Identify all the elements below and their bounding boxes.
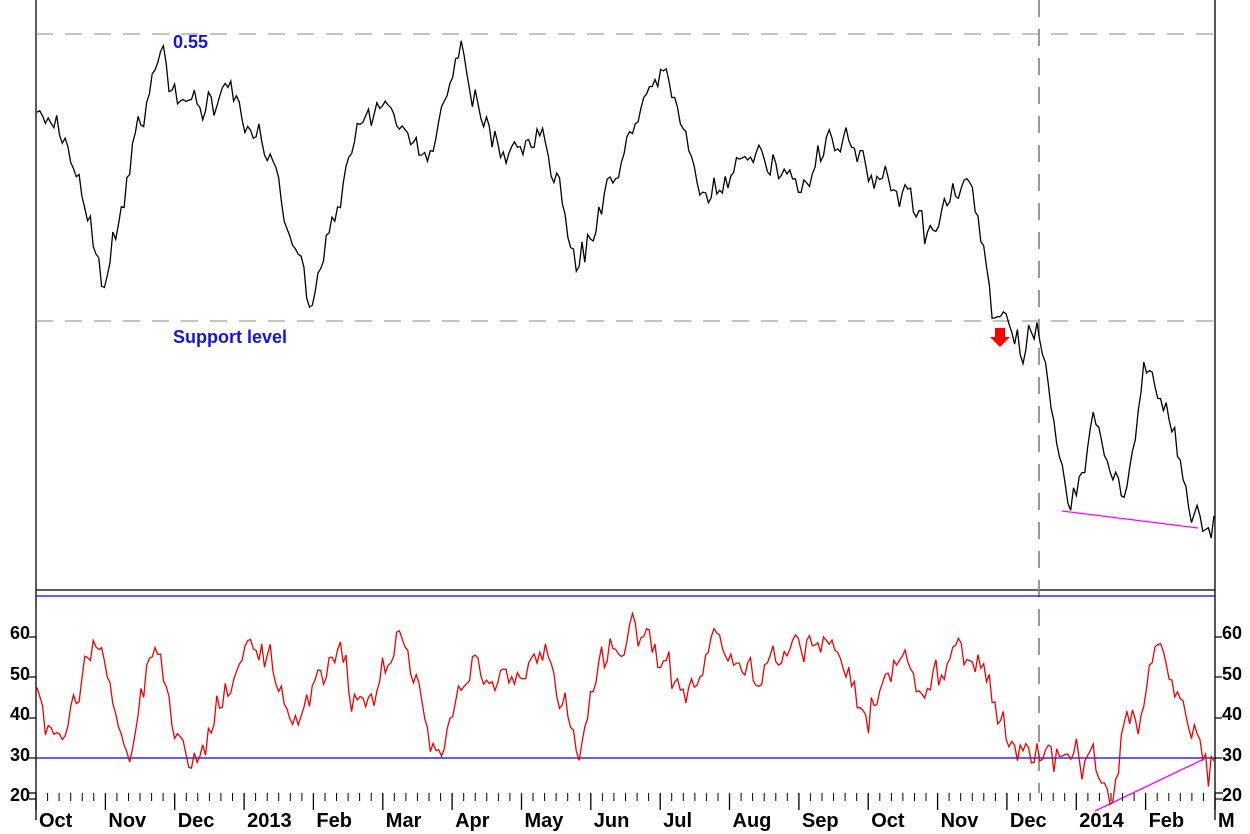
svg-text:Dec: Dec (1010, 810, 1047, 832)
svg-text:30: 30 (10, 745, 30, 765)
svg-text:Oct: Oct (39, 810, 73, 832)
svg-text:Mar: Mar (386, 810, 422, 832)
svg-text:50: 50 (1222, 664, 1242, 684)
svg-text:2014: 2014 (1079, 810, 1124, 832)
svg-text:40: 40 (10, 704, 30, 724)
svg-text:60: 60 (1222, 623, 1242, 643)
svg-text:Feb: Feb (1149, 810, 1185, 832)
svg-text:60: 60 (10, 623, 30, 643)
svg-text:Feb: Feb (316, 810, 352, 832)
svg-text:Apr: Apr (455, 810, 490, 832)
svg-text:Support level: Support level (173, 327, 287, 347)
svg-text:Oct: Oct (871, 810, 905, 832)
svg-text:Aug: Aug (733, 810, 772, 832)
svg-text:40: 40 (1222, 704, 1242, 724)
svg-text:Sep: Sep (802, 810, 839, 832)
svg-text:20: 20 (1222, 785, 1242, 805)
svg-text:May: May (525, 810, 565, 832)
svg-text:2013: 2013 (247, 810, 292, 832)
svg-text:50: 50 (10, 664, 30, 684)
svg-text:Dec: Dec (178, 810, 215, 832)
svg-text:Nov: Nov (108, 810, 147, 832)
svg-text:30: 30 (1222, 745, 1242, 765)
svg-text:20: 20 (10, 785, 30, 805)
svg-text:Nov: Nov (941, 810, 980, 832)
svg-text:Jul: Jul (663, 810, 692, 832)
svg-text:0.55: 0.55 (173, 32, 208, 52)
svg-text:Jun: Jun (594, 810, 630, 832)
svg-text:M: M (1218, 810, 1235, 832)
